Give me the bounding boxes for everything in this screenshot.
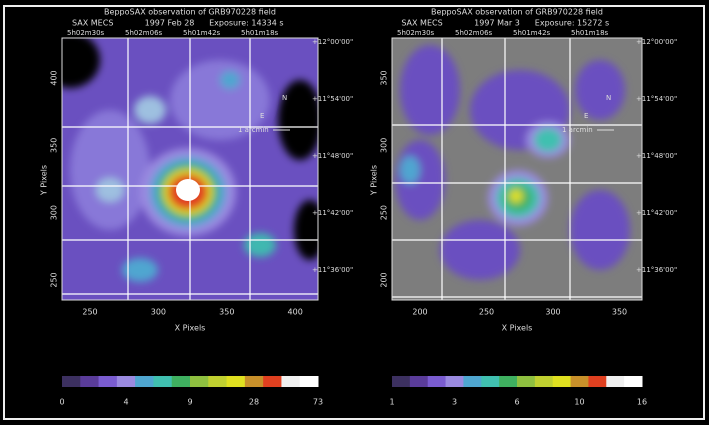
colorbar-label: 6 xyxy=(514,398,519,407)
compass-e: E xyxy=(260,112,264,120)
y-tick-label: 300 xyxy=(50,205,59,220)
x-tick-label: 300 xyxy=(545,308,560,317)
y-tick-label: 200 xyxy=(380,272,389,287)
panel-subtitle: SAX MECS xyxy=(72,19,113,28)
y-tick-label: 350 xyxy=(380,70,389,85)
colorbar-segment xyxy=(517,376,535,387)
colorbar-label: 73 xyxy=(313,398,323,407)
dec-label: +11°48'00" xyxy=(636,152,677,160)
right-image xyxy=(392,38,642,300)
dec-label: +12°00'00" xyxy=(312,38,353,46)
colorbar-label: 16 xyxy=(637,398,647,407)
ra-label: 5h02m06s xyxy=(455,29,493,37)
colorbar-segment xyxy=(410,376,428,387)
panel-subtitle: 1997 Feb 28 xyxy=(145,19,195,28)
colorbar-segment xyxy=(392,376,410,387)
compass-e: E xyxy=(584,112,588,120)
dec-label: +11°54'00" xyxy=(312,95,353,103)
dec-label: +11°42'00" xyxy=(636,209,677,217)
colorbar-segment xyxy=(606,376,624,387)
colorbar-segment xyxy=(588,376,606,387)
colorbar-segment xyxy=(553,376,571,387)
colorbar-segment xyxy=(499,376,517,387)
page: BeppoSAX observation of GRB970228 field S… xyxy=(0,0,709,425)
x-tick-label: 200 xyxy=(412,308,427,317)
ra-label: 5h01m42s xyxy=(183,29,221,37)
colorbar-segment xyxy=(62,376,81,387)
colorbar-segment xyxy=(99,376,118,387)
colorbar-label: 0 xyxy=(59,398,64,407)
x-tick-label: 300 xyxy=(151,308,166,317)
colorbar-segment xyxy=(245,376,264,387)
panel-title: BeppoSAX observation of GRB970228 field xyxy=(431,8,603,17)
figure: BeppoSAX observation of GRB970228 field S… xyxy=(0,0,709,425)
colorbar-segment xyxy=(172,376,191,387)
colorbar-segment xyxy=(300,376,319,387)
y-axis-label: Y Pixels xyxy=(370,165,379,196)
colorbar-segment xyxy=(117,376,136,387)
panel-subtitle: Exposure: 15272 s xyxy=(535,19,609,28)
dec-label: +11°36'00" xyxy=(312,266,353,274)
colorbar-segment xyxy=(135,376,154,387)
dec-label: +11°42'00" xyxy=(312,209,353,217)
panel-subtitle: 1997 Mar 3 xyxy=(474,19,520,28)
colorbar-segment xyxy=(263,376,282,387)
colorbar-label: 4 xyxy=(123,398,128,407)
colorbar-label: 28 xyxy=(249,398,259,407)
colorbar-segment xyxy=(190,376,209,387)
colorbar-label: 10 xyxy=(574,398,584,407)
colorbar-segment xyxy=(208,376,227,387)
colorbar-label: 3 xyxy=(452,398,457,407)
dec-label: +11°36'00" xyxy=(636,266,677,274)
y-tick-label: 300 xyxy=(380,138,389,153)
colorbar-segment xyxy=(463,376,481,387)
y-tick-label: 350 xyxy=(50,138,59,153)
colorbar-segment xyxy=(153,376,172,387)
dec-label: +12°00'00" xyxy=(636,38,677,46)
dec-label: +11°54'00" xyxy=(636,95,677,103)
colorbar-segment xyxy=(624,376,642,387)
y-axis-label: Y Pixels xyxy=(40,165,49,196)
ra-label: 5h02m30s xyxy=(397,29,435,37)
x-axis-label: X Pixels xyxy=(175,324,206,333)
panel-title: BeppoSAX observation of GRB970228 field xyxy=(104,8,276,17)
compass-n: N xyxy=(282,94,287,102)
x-tick-label: 350 xyxy=(612,308,627,317)
x-tick-label: 400 xyxy=(288,308,303,317)
x-tick-label: 250 xyxy=(479,308,494,317)
colorbar-segment xyxy=(535,376,553,387)
compass-n: N xyxy=(606,94,611,102)
scale-label: 1 arcmin xyxy=(238,126,269,134)
x-axis-label: X Pixels xyxy=(502,324,533,333)
y-tick-label: 250 xyxy=(380,205,389,220)
ra-label: 5h02m30s xyxy=(67,29,105,37)
x-tick-label: 250 xyxy=(82,308,97,317)
ra-label: 5h02m06s xyxy=(125,29,163,37)
colorbar-segment xyxy=(80,376,99,387)
y-tick-label: 400 xyxy=(50,70,59,85)
dec-label: +11°48'00" xyxy=(312,152,353,160)
colorbar-segment xyxy=(428,376,446,387)
left-image xyxy=(40,32,326,300)
y-tick-label: 250 xyxy=(50,272,59,287)
colorbar-segment xyxy=(446,376,464,387)
colorbar-segment xyxy=(227,376,246,387)
colorbar-label: 9 xyxy=(187,398,192,407)
x-tick-label: 350 xyxy=(219,308,234,317)
colorbar-segment xyxy=(571,376,589,387)
colorbar-segment xyxy=(481,376,499,387)
panel-subtitle: Exposure: 14334 s xyxy=(209,19,283,28)
colorbar-segment xyxy=(281,376,300,387)
colorbar-label: 1 xyxy=(389,398,394,407)
ra-label: 5h01m18s xyxy=(571,29,609,37)
ra-label: 5h01m42s xyxy=(513,29,551,37)
scale-label: 1 arcmin xyxy=(562,126,593,134)
ra-label: 5h01m18s xyxy=(241,29,279,37)
panel-subtitle: SAX MECS xyxy=(401,19,442,28)
